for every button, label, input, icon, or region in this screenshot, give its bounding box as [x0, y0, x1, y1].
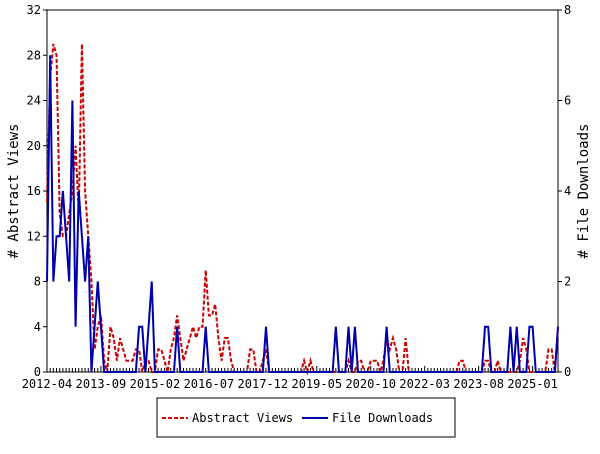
y-tick-label: 32: [27, 3, 41, 17]
legend-label: File Downloads: [332, 411, 433, 425]
y-tick-label: 24: [27, 94, 41, 108]
y-tick-label: 20: [27, 139, 41, 153]
y-tick-label: 8: [34, 275, 41, 289]
series-line: [46, 55, 559, 373]
x-tick-label: 2015-02: [130, 377, 181, 391]
x-tick-label: 2020-10: [345, 377, 396, 391]
y-tick-label: 0: [34, 365, 41, 379]
x-tick-label: 2013-09: [76, 377, 127, 391]
y2-tick-label: 2: [564, 275, 571, 289]
x-tick-label: 2025-01: [507, 377, 558, 391]
x-tick-label: 2012-04: [22, 377, 73, 391]
y2-tick-label: 6: [564, 94, 571, 108]
x-tick-label: 2017-12: [238, 377, 289, 391]
y-axis-label: # Abstract Views: [6, 124, 22, 259]
series-line: [46, 43, 559, 376]
x-tick-label: 2016-07: [184, 377, 235, 391]
y-tick-label: 28: [27, 48, 41, 62]
y-tick-label: 16: [27, 184, 41, 198]
legend-label: Abstract Views: [192, 411, 293, 425]
x-tick-label: 2023-08: [453, 377, 504, 391]
y2-axis-label: # File Downloads: [576, 124, 592, 259]
x-tick-label: 2022-03: [399, 377, 450, 391]
y2-tick-label: 4: [564, 184, 571, 198]
y2-tick-label: 0: [564, 365, 571, 379]
y-tick-label: 12: [27, 229, 41, 243]
y-tick-label: 4: [34, 320, 41, 334]
plot-frame: [46, 9, 559, 373]
x-tick-label: 2019-05: [291, 377, 342, 391]
y2-tick-label: 8: [564, 3, 571, 17]
